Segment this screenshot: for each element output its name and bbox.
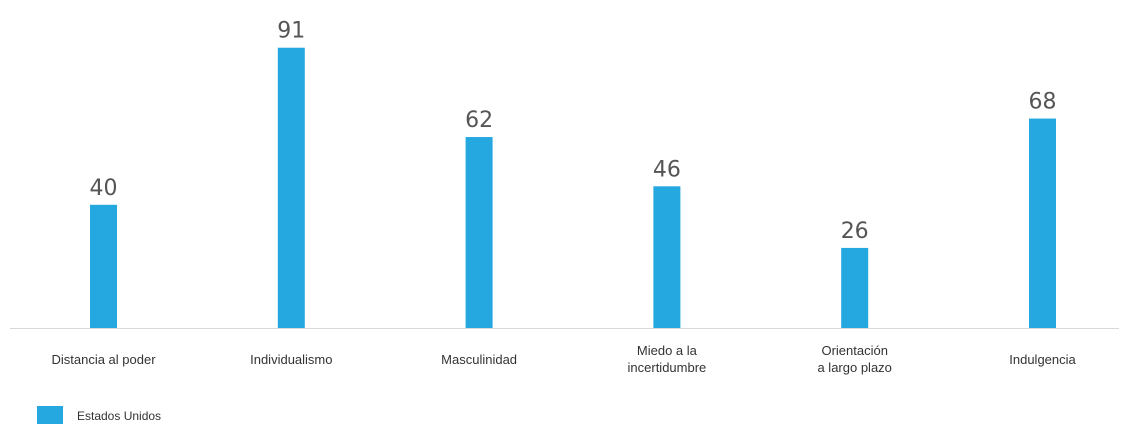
bar-value-label: 46 bbox=[653, 157, 681, 182]
category-label: Orientación a largo plazo bbox=[817, 343, 891, 375]
bar-value-label: 91 bbox=[277, 19, 305, 44]
category-label-line: incertidumbre bbox=[628, 360, 707, 375]
bar bbox=[1029, 118, 1056, 328]
category-label-line: Orientación bbox=[821, 343, 887, 358]
category-label-line: a largo plazo bbox=[817, 360, 891, 375]
category-label-line: Distancia al poder bbox=[51, 352, 156, 367]
category-label: Miedo a la incertidumbre bbox=[628, 343, 707, 375]
bar-value-label: 40 bbox=[90, 176, 118, 201]
value-labels-group: 40 91 62 46 26 68 bbox=[90, 19, 1057, 244]
bar bbox=[277, 47, 305, 328]
category-label-line: Miedo a la bbox=[637, 343, 698, 358]
category-label-line: Indulgencia bbox=[1009, 352, 1076, 367]
bar-value-label: 62 bbox=[465, 108, 493, 133]
legend: Estados Unidos bbox=[37, 406, 161, 424]
category-label: Masculinidad bbox=[441, 352, 517, 367]
bar-value-label: 26 bbox=[841, 219, 869, 244]
bar-value-label: 68 bbox=[1029, 90, 1057, 115]
legend-label: Estados Unidos bbox=[77, 409, 161, 423]
bar bbox=[90, 204, 117, 328]
bar bbox=[653, 186, 681, 328]
bar bbox=[465, 137, 493, 328]
legend-swatch bbox=[37, 406, 63, 424]
category-labels-group: Distancia al poder Individualismo Masculin… bbox=[51, 343, 1076, 375]
category-label: Indulgencia bbox=[1009, 352, 1076, 367]
category-label-line: Individualismo bbox=[250, 352, 332, 367]
category-label: Individualismo bbox=[250, 352, 332, 367]
bars-group bbox=[90, 47, 1056, 328]
category-label: Distancia al poder bbox=[51, 352, 156, 367]
bar bbox=[841, 247, 869, 328]
category-label-line: Masculinidad bbox=[441, 352, 517, 367]
